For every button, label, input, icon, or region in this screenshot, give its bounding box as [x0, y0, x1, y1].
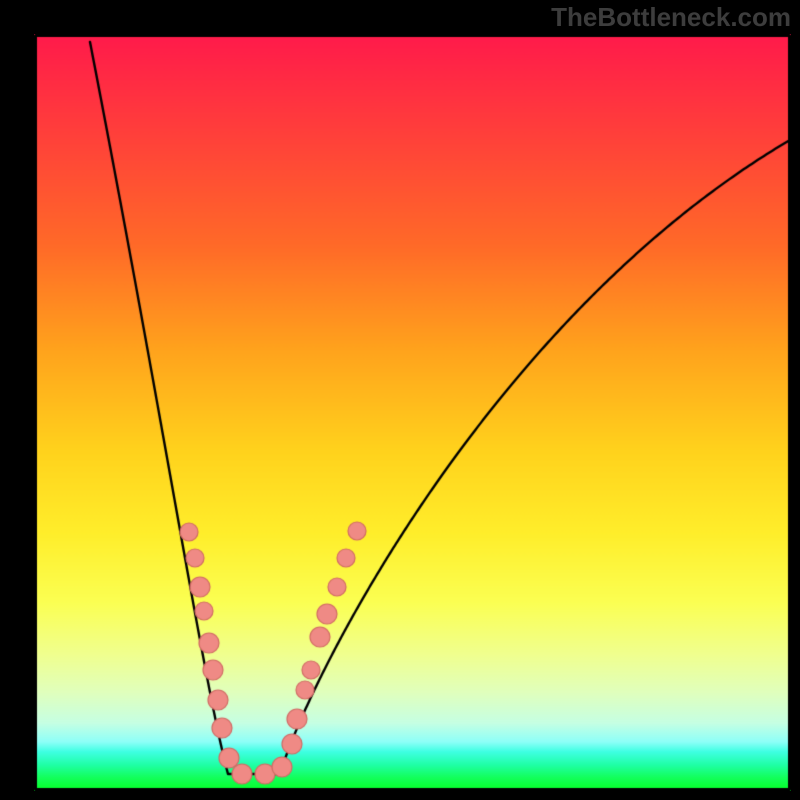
chart-frame	[34, 34, 791, 791]
watermark-text: TheBottleneck.com	[551, 2, 791, 33]
chart-canvas	[34, 34, 791, 791]
